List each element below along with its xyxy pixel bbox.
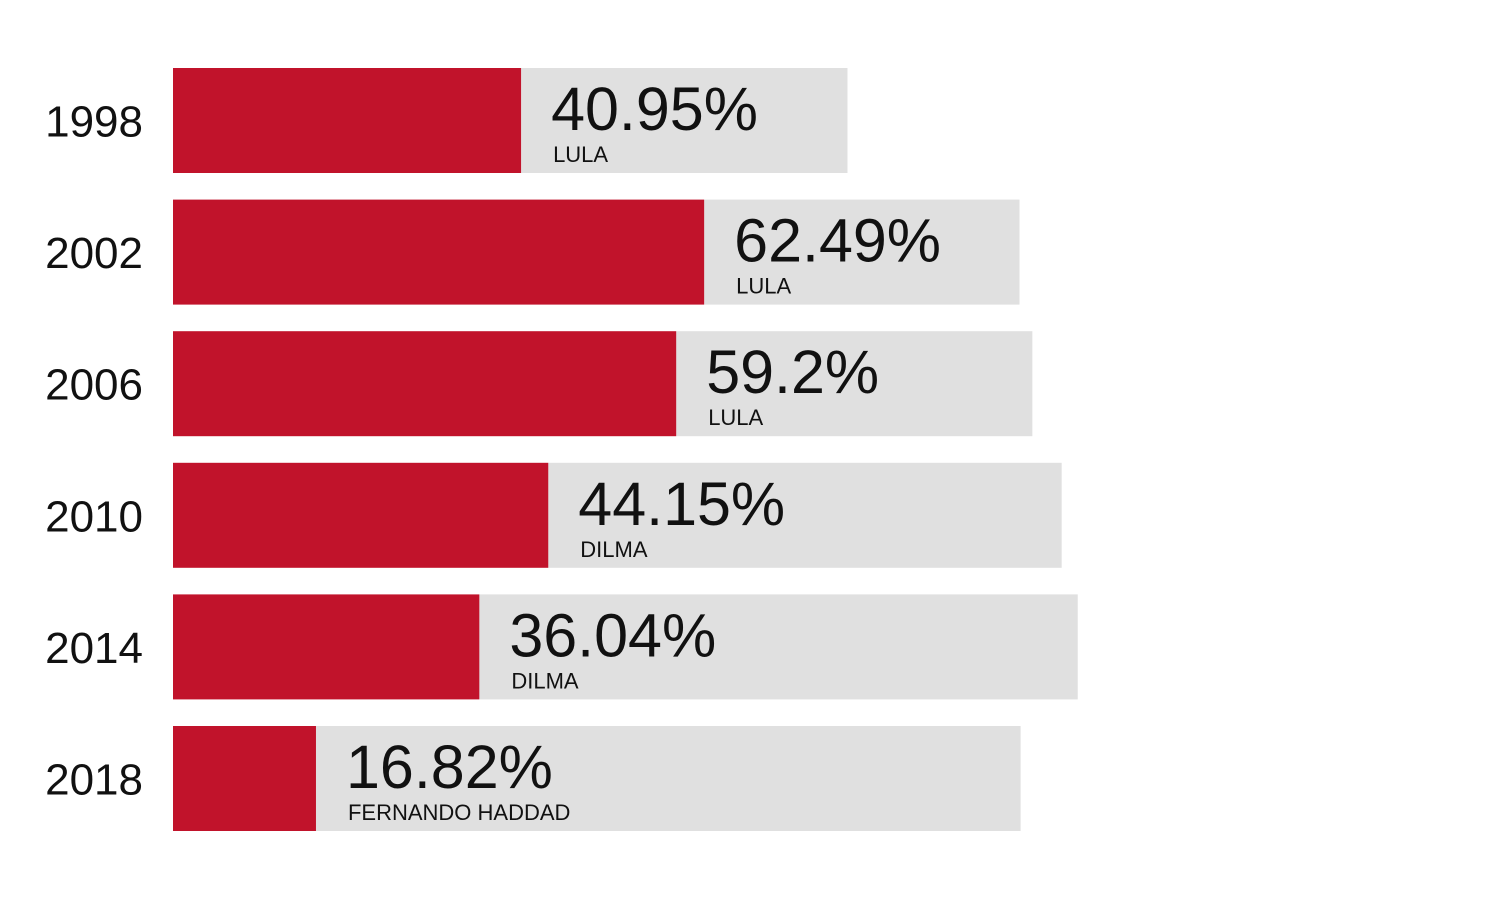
candidate-label: LULA [736, 274, 791, 299]
bar-value [173, 199, 705, 305]
bar-remainder [676, 331, 1033, 437]
bar-value [173, 462, 549, 568]
candidate-label: DILMA [580, 537, 648, 562]
value-label: 36.04% [509, 601, 716, 669]
category-label: 2018 [45, 756, 143, 805]
bar-remainder [521, 68, 848, 173]
candidate-label: FERNANDO HADDAD [348, 800, 570, 825]
value-label: 40.95% [551, 75, 758, 143]
bar-remainder [548, 462, 1062, 568]
value-label: 59.2% [706, 338, 879, 406]
bar-remainder [479, 594, 1078, 700]
bar-remainder [315, 726, 1021, 831]
bar-remainder [704, 199, 1020, 305]
category-label: 2006 [45, 361, 143, 410]
category-label: 2010 [45, 492, 143, 541]
candidate-label: LULA [708, 405, 763, 430]
category-label: 2002 [45, 229, 143, 278]
bar-value [173, 726, 316, 831]
category-label: 2014 [45, 624, 143, 673]
candidate-label: DILMA [511, 668, 579, 693]
value-label: 62.49% [734, 207, 941, 275]
bar-value [173, 331, 677, 437]
value-label: 44.15% [578, 470, 785, 538]
category-label: 1998 [45, 98, 143, 147]
bar-value [173, 68, 522, 173]
value-label: 16.82% [346, 733, 553, 801]
candidate-label: LULA [553, 142, 608, 167]
bar-value [173, 594, 480, 700]
